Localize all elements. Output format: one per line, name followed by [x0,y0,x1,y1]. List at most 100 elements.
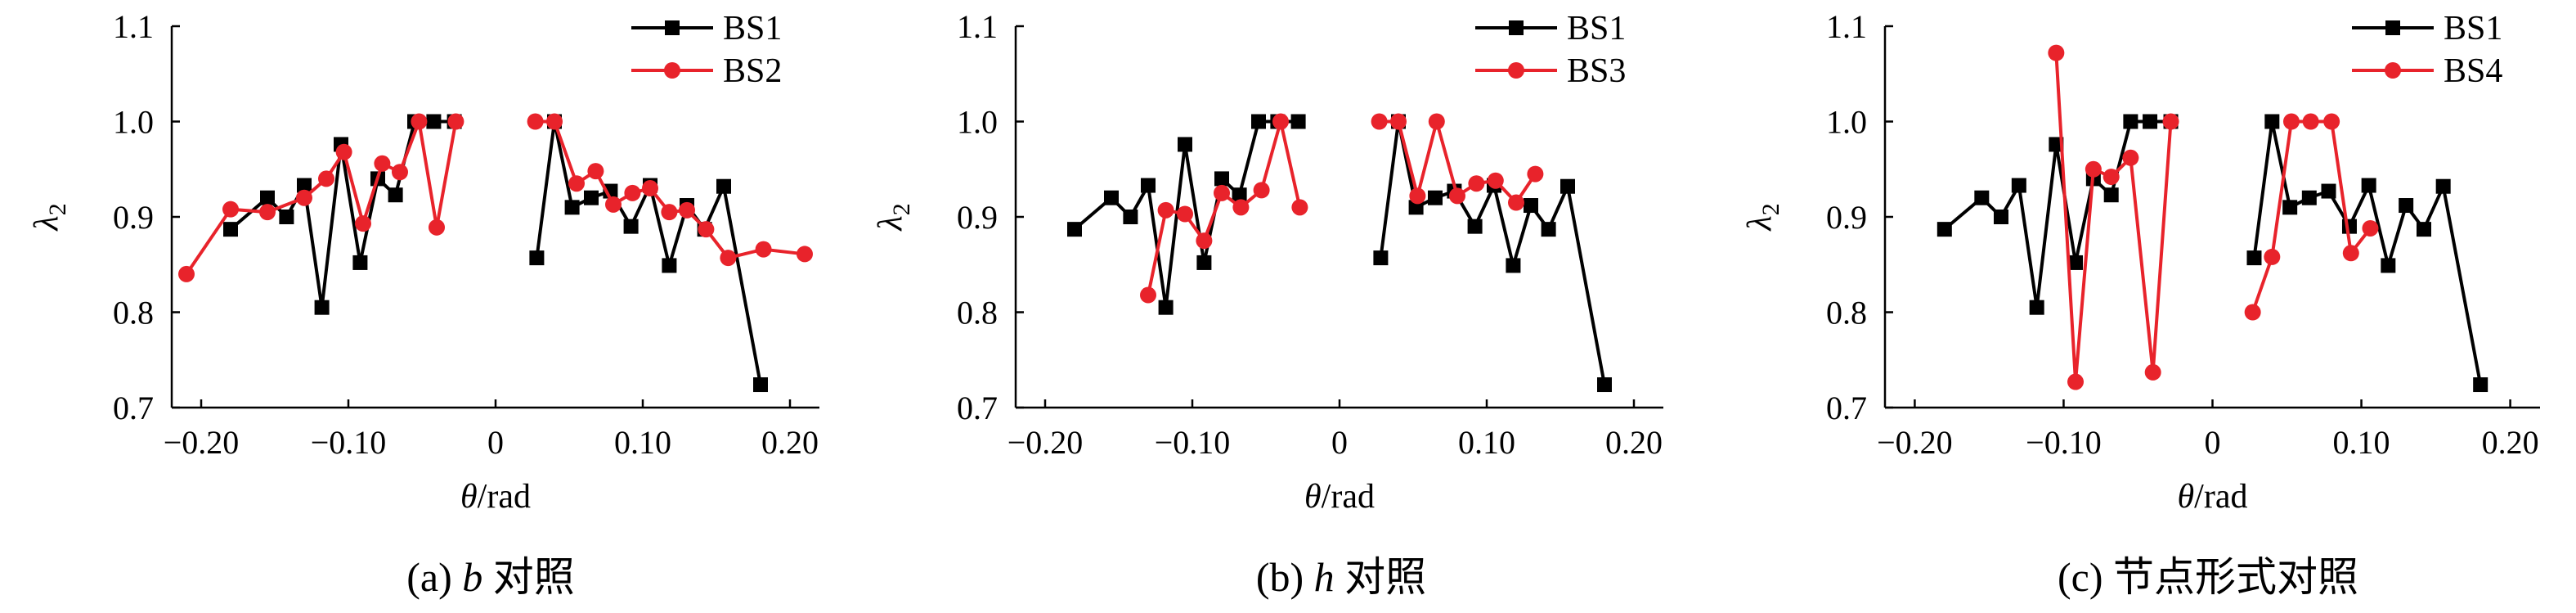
data-point [623,219,639,234]
y-axis-label-variable: λ [1741,215,1779,232]
data-point [1196,255,1212,270]
data-point [2282,113,2300,130]
legend-marker [664,62,680,79]
y-tick-label: 0.7 [1826,390,1867,426]
data-point [2435,178,2451,194]
series-BS3 [1140,113,1544,304]
data-point [1290,114,1306,129]
data-point [2381,258,2396,273]
data-point [1506,258,1521,273]
data-point [1390,113,1407,130]
panel-caption: (a) b 对照 [406,554,575,600]
data-point [1196,232,1213,250]
series-line [2252,121,2483,385]
data-point [2144,363,2161,381]
x-tick-label: −0.20 [164,424,240,461]
x-tick-label: 0 [1331,424,1348,461]
data-point [2029,300,2044,315]
data-point [2282,200,2298,215]
x-axis-label: θ/rad [1304,478,1375,516]
data-point [388,187,403,203]
data-point [426,114,442,129]
data-point [2246,250,2262,266]
data-point [2103,187,2119,203]
caption-prefix: (b) [1256,554,1314,600]
data-point [392,164,408,181]
data-point [720,250,737,267]
data-point [755,241,772,258]
series-BS2 [178,113,813,282]
data-point [797,246,813,263]
data-point [223,222,238,237]
data-point [2321,183,2336,199]
data-point [753,377,768,393]
y-tick-label: 0.8 [957,295,998,331]
caption-suffix: 对照 [482,554,575,600]
data-point [2122,149,2139,166]
x-tick-label: −0.10 [311,424,387,461]
data-point [1067,222,1082,237]
data-point [2301,190,2317,205]
legend-entry: BS1 [631,10,782,47]
data-point [2048,44,2065,61]
caption-suffix: 对照 [1335,554,1427,600]
caption-prefix: (c) [2058,554,2113,600]
caption-prefix: (a) [406,554,462,600]
data-point [1177,205,1193,223]
data-point [374,155,391,172]
data-point [1560,178,1575,194]
data-point [2361,178,2376,193]
y-tick-label: 1.0 [113,104,154,141]
data-point [447,113,464,130]
data-point [1936,222,1952,237]
y-tick-label: 1.1 [113,8,154,45]
data-point [296,189,312,206]
data-point [1524,198,1538,214]
series-line [185,115,458,276]
y-tick-label: 0.7 [113,390,154,426]
data-point [605,196,622,213]
data-point [546,113,563,130]
data-point [1272,113,1289,130]
series-BS1 [1936,114,2488,393]
data-point [1123,210,1138,224]
y-tick-label: 0.9 [957,199,998,236]
y-axis-label-subscript: 2 [44,203,71,215]
data-point [1232,187,1247,203]
data-point [1993,210,2008,224]
data-point [1541,222,1556,237]
data-point [297,178,312,193]
y-tick-label: 1.1 [957,8,998,45]
x-tick-label: −0.10 [1155,424,1231,461]
data-point [2302,113,2319,130]
y-tick-label: 0.9 [1826,199,1867,236]
data-point [1214,184,1230,201]
data-point [178,265,195,282]
y-tick-label: 0.7 [957,390,998,426]
series-BS4 [2048,44,2379,390]
data-point [279,210,294,224]
x-axis-label-variable: θ [1304,478,1322,516]
x-tick-label: 0 [2205,424,2221,461]
x-tick-label: 0 [487,424,504,461]
legend-marker [1509,20,1524,35]
data-point [1104,190,1119,205]
legend-entry: BS1 [1475,10,1626,47]
data-point [318,170,334,187]
x-tick-label: −0.20 [1877,424,1953,461]
data-point [1487,172,1504,189]
x-tick-label: −0.20 [1008,424,1084,461]
chart-panel-c: 0.7 0.8 0.9 1.0 1.1 −0.20 −0.10 0 0.10 0.20 θ/rad λ… [1741,8,2540,600]
y-axis-label: λ2 [1741,203,1784,232]
data-point [527,113,544,130]
legend-marker [2385,62,2401,79]
x-tick-label: 0.20 [1605,424,1663,461]
x-axis-label: θ/rad [460,478,531,516]
legend-label: BS2 [723,52,782,90]
y-axis-label-subscript: 2 [888,203,915,215]
data-point [1251,114,1266,129]
legend-marker [1508,62,1524,79]
data-point [2143,114,2158,129]
x-tick-label: 0.20 [761,424,819,461]
y-tick-label: 1.1 [1826,8,1867,45]
